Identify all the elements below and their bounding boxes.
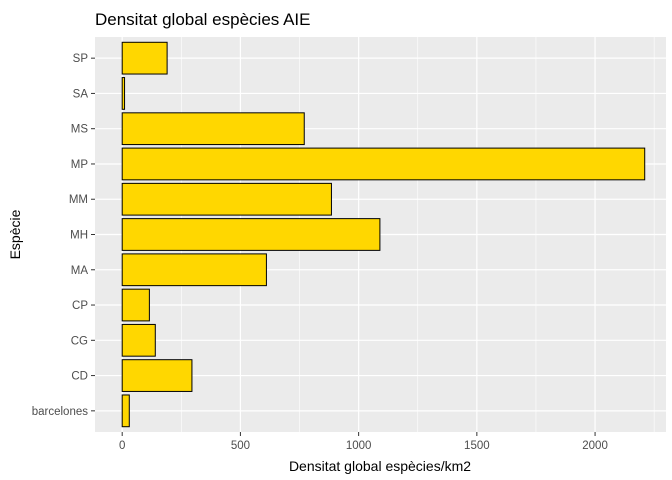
gridlines — [95, 37, 666, 432]
bars — [121, 41, 646, 428]
bar-sp — [121, 41, 168, 75]
bar-sa — [121, 77, 126, 110]
x-tick-label: 2000 — [582, 440, 608, 452]
y-tick-label: barcelones — [32, 406, 89, 418]
y-tick-label: CG — [71, 335, 88, 347]
bar-cp — [121, 288, 150, 322]
bar-mh — [121, 218, 381, 251]
y-tick-label: MA — [71, 265, 89, 277]
bar-ms — [121, 112, 305, 146]
bar-mm — [121, 182, 332, 216]
x-axis-title: Densitat global espècies/km2 — [289, 458, 471, 474]
y-tick-label: SP — [73, 53, 89, 65]
y-axis-title: Espècie — [7, 209, 23, 259]
bar-ma — [121, 253, 267, 287]
y-tick-label: MH — [70, 230, 88, 242]
bar-barcelones — [121, 394, 130, 428]
x-tick-label: 500 — [231, 440, 250, 452]
x-axis: 0 500 1000 1500 2000 — [119, 432, 608, 452]
y-tick-label: MP — [71, 159, 89, 171]
bar-mp — [121, 147, 646, 181]
y-tick-label: CP — [72, 300, 88, 312]
x-tick-label: 1500 — [464, 440, 490, 452]
y-tick-label: MM — [69, 194, 88, 206]
y-tick-label: SA — [73, 88, 89, 100]
x-tick-label: 0 — [119, 440, 125, 452]
x-tick-label: 1000 — [346, 440, 372, 452]
bar-cg — [121, 323, 156, 357]
y-tick-label: CD — [71, 371, 88, 383]
chart-title: Densitat global espècies AIE — [95, 10, 310, 29]
y-axis: barcelones CD CG CP MA MH MM MP MS SA SP — [32, 53, 95, 418]
bar-cd — [121, 359, 193, 392]
y-tick-label: MS — [71, 124, 89, 136]
